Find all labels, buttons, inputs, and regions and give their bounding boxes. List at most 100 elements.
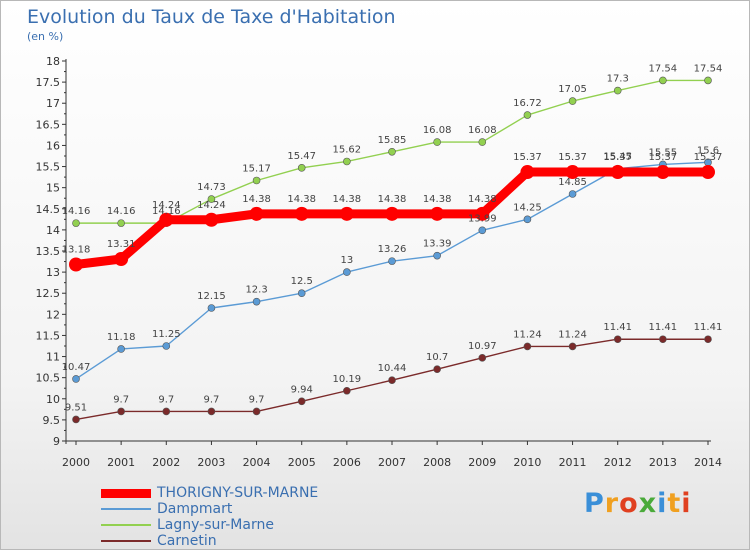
logo-letter: x <box>638 488 658 519</box>
x-tick-label: 2006 <box>333 456 361 469</box>
data-label: 15.45 <box>603 152 632 163</box>
x-tick-label: 2010 <box>513 456 541 469</box>
data-label: 14.24 <box>197 200 226 211</box>
data-point <box>249 206 264 221</box>
data-label-layer: 9.51 9.7 9.7 9.7 9.7 9.94 10.19 10.44 10.7 10.97 1… <box>62 63 723 413</box>
data-point <box>117 345 125 353</box>
data-label: 15.55 <box>649 147 678 158</box>
x-tick-label: 2008 <box>423 456 451 469</box>
data-point <box>568 97 577 105</box>
data-point <box>204 212 219 227</box>
x-tick-label: 2001 <box>107 456 135 469</box>
data-label: 14.38 <box>333 194 362 205</box>
legend-item: Carnetin <box>101 533 318 549</box>
data-point <box>162 407 171 416</box>
data-point <box>388 147 396 156</box>
data-point <box>343 157 351 166</box>
data-point <box>704 76 712 85</box>
line-chart: 9 9.5 10 10.5 11 11.5 12 12.5 13 13.5 14 14.5 15 15.5… <box>36 55 723 469</box>
y-tick-label: 9.5 <box>43 414 61 427</box>
data-point <box>252 297 261 306</box>
data-point <box>655 165 670 180</box>
data-label: 9.7 <box>113 394 129 405</box>
data-label: 9.51 <box>65 402 87 413</box>
data-label: 9.7 <box>203 394 219 405</box>
legend-label: THORIGNY-SUR-MARNE <box>157 485 319 501</box>
data-label: 14.38 <box>468 194 497 205</box>
data-label: 11.25 <box>152 329 181 340</box>
data-point <box>343 386 351 395</box>
logo-letter: P <box>584 488 605 519</box>
y-tick-label: 9 <box>53 435 60 448</box>
data-label: 17.54 <box>649 63 678 74</box>
data-point <box>207 304 216 312</box>
data-label: 15.6 <box>697 145 719 156</box>
series-layer <box>69 76 715 424</box>
data-point <box>162 342 171 350</box>
data-point <box>478 354 487 362</box>
data-label: 15.37 <box>694 152 723 163</box>
data-point <box>388 376 396 385</box>
x-tick-label: 2011 <box>559 456 587 469</box>
data-label: 9.7 <box>158 394 174 405</box>
data-point <box>207 195 216 203</box>
data-point <box>297 289 306 298</box>
y-tick-label: 17.5 <box>36 76 61 89</box>
data-point <box>523 111 532 119</box>
data-label: 15.85 <box>378 135 407 146</box>
x-tick-label: 2009 <box>468 456 496 469</box>
x-tick-label: 2007 <box>378 456 406 469</box>
data-label: 17.54 <box>694 63 723 74</box>
data-label: 14.25 <box>513 202 542 213</box>
data-label: 15.37 <box>649 152 678 163</box>
y-tick-label: 11.5 <box>36 329 61 342</box>
data-label: 9.94 <box>291 384 313 395</box>
data-point <box>297 164 306 172</box>
data-label: 11.41 <box>694 322 723 333</box>
data-label: 16.08 <box>423 125 452 136</box>
data-point <box>433 251 441 260</box>
data-point <box>613 335 622 344</box>
data-label: 14.38 <box>287 194 316 205</box>
data-label: 10.19 <box>333 374 362 385</box>
y-tick-label: 10 <box>46 393 60 406</box>
data-label: 11.24 <box>513 329 542 340</box>
y-tick-label: 18 <box>46 55 60 68</box>
y-tick-label: 12.5 <box>36 287 61 300</box>
data-point <box>117 407 125 416</box>
data-point <box>523 215 532 224</box>
y-tick-label: 14 <box>46 224 60 237</box>
data-point <box>252 407 261 416</box>
data-label: 14.16 <box>62 206 91 217</box>
data-label: 12.5 <box>291 276 313 287</box>
legend-swatch <box>101 508 151 510</box>
x-tick-label: 2003 <box>197 456 225 469</box>
data-label: 15.62 <box>333 144 362 155</box>
y-tick-label: 16 <box>46 139 60 152</box>
data-label: 11.41 <box>603 322 632 333</box>
data-point <box>520 165 535 180</box>
data-label: 14.38 <box>423 194 452 205</box>
data-point <box>388 257 396 265</box>
data-point <box>69 257 83 272</box>
data-point <box>343 268 351 276</box>
data-label: 14.38 <box>378 194 407 205</box>
y-tick-label: 14.5 <box>36 203 61 216</box>
y-tick-label: 15.5 <box>36 161 61 174</box>
legend-swatch <box>101 540 151 542</box>
x-tick-label: 2005 <box>288 456 316 469</box>
data-label: 15.37 <box>558 152 587 163</box>
data-label: 10.97 <box>468 341 497 352</box>
data-label: 13.18 <box>62 245 91 256</box>
data-label: 14.85 <box>558 177 587 188</box>
chart-subtitle: (en %) <box>27 30 64 43</box>
data-label: 10.7 <box>426 352 448 363</box>
legend: THORIGNY-SUR-MARNE Dampmart Lagny-sur-Marn… <box>101 485 318 549</box>
data-point <box>207 407 216 416</box>
data-point <box>568 190 577 198</box>
data-label: 15.17 <box>242 163 271 174</box>
data-point <box>613 86 622 95</box>
data-label: 13.39 <box>423 239 452 250</box>
x-tick-label: 2004 <box>243 456 271 469</box>
